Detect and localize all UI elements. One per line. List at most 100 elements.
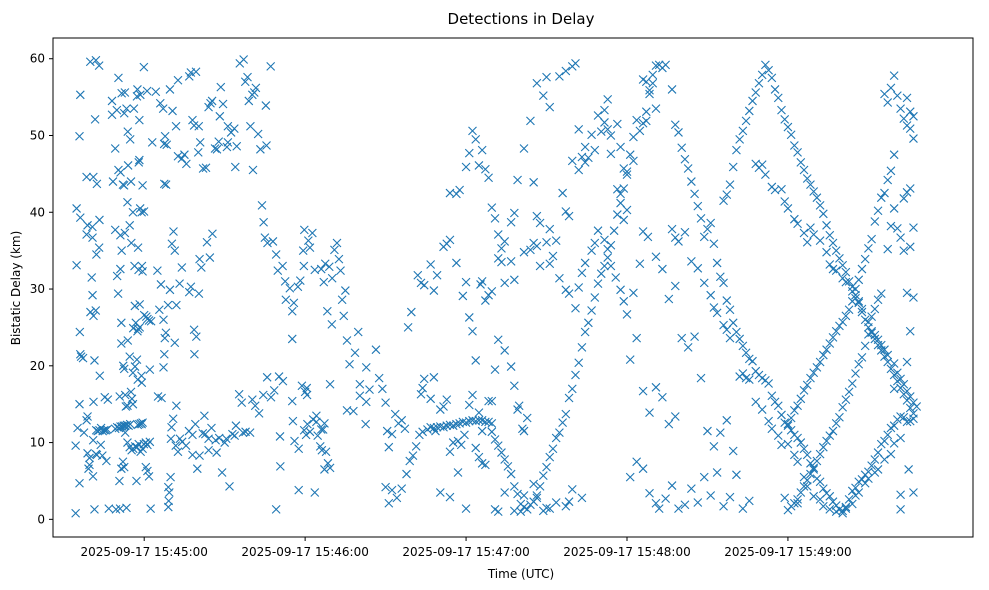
data-point <box>102 425 112 434</box>
data-point <box>275 432 285 441</box>
data-point <box>870 455 880 464</box>
data-point <box>818 209 828 219</box>
data-point <box>79 428 89 437</box>
data-point <box>645 408 654 418</box>
data-point <box>593 279 603 289</box>
data-point <box>670 281 680 291</box>
data-point <box>883 244 893 254</box>
data-point <box>115 392 125 401</box>
data-point <box>786 413 796 423</box>
data-point <box>699 472 709 482</box>
data-point <box>841 504 851 513</box>
data-point <box>116 464 126 474</box>
data-point <box>686 484 696 494</box>
data-point <box>909 111 918 121</box>
data-point <box>571 303 580 313</box>
data-point <box>902 357 912 367</box>
data-point <box>622 205 632 215</box>
data-point <box>529 479 539 489</box>
data-point <box>706 290 716 300</box>
data-point <box>799 481 809 491</box>
data-point <box>693 263 703 273</box>
data-point <box>873 206 883 216</box>
data-point <box>658 392 667 402</box>
data-point <box>793 498 802 508</box>
data-point <box>210 144 220 153</box>
data-point <box>583 318 593 328</box>
data-point <box>144 471 154 481</box>
data-point <box>777 105 786 115</box>
data-point <box>71 441 81 451</box>
data-point <box>408 451 418 461</box>
data-point <box>867 234 877 244</box>
data-point <box>500 488 510 497</box>
data-point <box>812 193 822 203</box>
data-point <box>658 264 667 274</box>
data-point <box>783 421 793 431</box>
data-point <box>844 305 854 315</box>
data-point <box>342 336 352 345</box>
data-point <box>777 184 786 194</box>
data-point <box>513 175 522 185</box>
data-point <box>789 214 799 224</box>
data-point <box>212 448 222 457</box>
data-point <box>165 285 175 295</box>
data-point <box>116 339 126 348</box>
data-point <box>767 424 777 434</box>
data-point <box>295 276 305 285</box>
data-point <box>153 266 162 275</box>
data-point <box>783 122 793 132</box>
data-point <box>789 450 799 460</box>
data-point <box>725 305 735 315</box>
data-point <box>120 428 130 437</box>
data-point <box>173 447 183 457</box>
data-point <box>266 392 276 402</box>
data-point <box>452 258 461 268</box>
data-point <box>121 402 131 411</box>
data-point <box>160 333 170 343</box>
data-point <box>844 494 854 504</box>
data-point <box>453 468 463 477</box>
data-point <box>609 226 619 236</box>
data-point <box>706 491 716 500</box>
data-point <box>667 85 677 94</box>
data-point <box>764 416 774 426</box>
data-point <box>886 449 896 459</box>
data-point <box>802 237 812 247</box>
data-point <box>719 501 728 511</box>
data-point <box>88 290 97 300</box>
data-point <box>725 333 735 343</box>
data-point <box>500 455 510 464</box>
data-point <box>587 306 596 315</box>
data-point <box>886 364 896 374</box>
data-point <box>75 349 85 359</box>
data-point <box>384 498 394 508</box>
data-point <box>780 493 790 503</box>
data-point <box>567 156 577 166</box>
data-point <box>909 293 918 302</box>
data-point <box>712 468 722 477</box>
data-point <box>88 435 98 445</box>
data-point <box>215 111 225 121</box>
data-point <box>234 389 244 399</box>
data-point <box>593 111 603 120</box>
x-tick-label: 2025-09-17 15:45:00 <box>80 545 207 559</box>
data-point <box>619 296 629 306</box>
data-point <box>75 327 85 337</box>
data-point <box>825 504 835 514</box>
data-point <box>319 277 329 287</box>
data-point <box>677 333 687 343</box>
data-point <box>802 450 812 460</box>
data-point <box>735 134 745 144</box>
data-point <box>381 482 390 492</box>
data-point <box>123 336 133 345</box>
data-point <box>889 204 899 213</box>
data-point <box>754 78 764 88</box>
data-point <box>751 397 761 407</box>
data-point <box>732 470 741 480</box>
data-point <box>460 430 469 440</box>
data-point <box>387 429 397 439</box>
data-point <box>239 55 249 64</box>
data-point <box>71 508 81 518</box>
data-point <box>577 152 587 162</box>
